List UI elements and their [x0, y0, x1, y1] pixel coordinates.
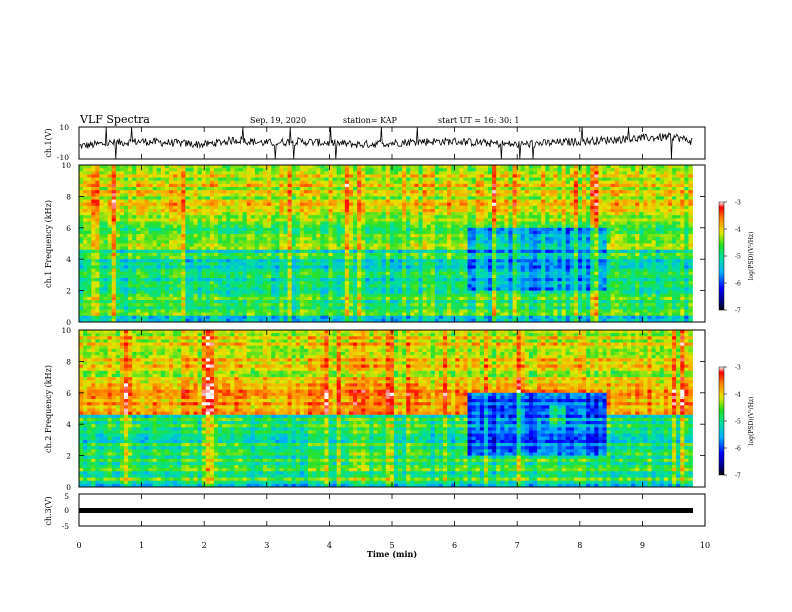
colorbar-tick-label: -7 — [735, 308, 741, 315]
start-time-label: start UT = 16: 30: 1 — [438, 116, 519, 125]
ch1-spectrogram-heatmap — [79, 165, 693, 323]
colorbar-tick-label: -5 — [735, 254, 741, 261]
ch1-spectrogram-ylabel: ch.1 Frequency (kHz) — [44, 200, 53, 288]
colorbar-tick-label: -3 — [735, 365, 741, 372]
ch2-spectrogram-panel: 0 2 4 6 8 10 ch.2 Frequency (kHz) — [44, 326, 706, 492]
ytick-label: 0 — [66, 318, 71, 327]
xtick-label: 0 — [76, 541, 81, 550]
xtick-label: 5 — [389, 541, 394, 550]
xtick-label: 8 — [577, 541, 582, 550]
ch3-ytick-bottom: -5 — [62, 522, 70, 531]
ytick-label: 8 — [66, 357, 71, 366]
time-axis-ticks: 0 1 2 3 4 5 6 7 8 9 10 — [76, 127, 710, 550]
colorbar-tick-label: -6 — [735, 446, 741, 453]
ytick-label: 10 — [61, 326, 71, 335]
ytick-label: 6 — [66, 224, 71, 233]
ch1-colorbar: -3 -4 -5 -6 -7 log(PSD)(V²/Hz) — [718, 200, 755, 315]
date-label: Sep. 19, 2020 — [250, 116, 306, 125]
colorbar-tick-label: -4 — [735, 392, 741, 399]
ch2-colorbar-label: log(PSD)(V²/Hz) — [748, 397, 755, 446]
ch2-colorbar: -3 -4 -5 -6 -7 log(PSD)(V²/Hz) — [718, 365, 755, 480]
xtick-label: 3 — [264, 541, 269, 550]
ch1-yticks: 0 2 4 6 8 10 — [61, 161, 705, 327]
ch3-waveform-panel: 5 0 -5 ch.3(V) — [44, 492, 706, 531]
ytick-label: 2 — [66, 452, 71, 461]
figure-title: VLF Spectra — [79, 113, 150, 126]
xtick-label: 9 — [640, 541, 645, 550]
ch1-spectrogram-panel: 0 2 4 6 8 10 ch.1 Frequency (kHz) — [44, 161, 706, 327]
ytick-label: 10 — [61, 161, 71, 170]
station-label: station= KAP — [343, 116, 398, 125]
ch2-spectrogram-heatmap — [79, 330, 693, 488]
xtick-label: 6 — [452, 541, 457, 550]
ch2-yticks: 0 2 4 6 8 10 — [61, 326, 705, 492]
ytick-label: 0 — [66, 483, 71, 492]
ytick-label: 4 — [66, 420, 71, 429]
ch3-ytick-mid: 0 — [64, 506, 69, 515]
ytick-label: 2 — [66, 287, 71, 296]
ch1-waveform-trace — [78, 126, 693, 160]
ch3-ylabel: ch.3(V) — [44, 496, 53, 525]
ytick-label: 6 — [66, 389, 71, 398]
xtick-label: 10 — [700, 541, 710, 550]
ytick-label: 4 — [66, 255, 71, 264]
ytick-label: 8 — [66, 192, 71, 201]
ch1-colorbar-label: log(PSD)(V²/Hz) — [748, 232, 755, 281]
xtick-label: 4 — [327, 541, 332, 550]
ch1-ytick-bottom: -10 — [57, 153, 69, 162]
time-axis-label: Time (min) — [367, 549, 417, 559]
colorbar-tick-label: -6 — [735, 281, 741, 288]
colorbar-tick-label: -5 — [735, 419, 741, 426]
colorbar-tick-label: -4 — [735, 227, 741, 234]
ch3-waveform-trace — [79, 508, 693, 513]
colorbar-tick-label: -3 — [735, 200, 741, 207]
xtick-label: 2 — [202, 541, 207, 550]
ch3-ytick-top: 5 — [64, 492, 69, 501]
ch1-ylabel: ch.1(V) — [44, 128, 53, 157]
ch2-spectrogram-ylabel: ch.2 Frequency (kHz) — [44, 365, 53, 453]
xtick-label: 7 — [515, 541, 520, 550]
colorbar-tick-label: -7 — [735, 473, 741, 480]
ch1-waveform-panel: 10 -10 ch.1(V) — [44, 123, 706, 162]
xtick-label: 1 — [139, 541, 144, 550]
ch1-ytick-top: 10 — [59, 123, 69, 132]
